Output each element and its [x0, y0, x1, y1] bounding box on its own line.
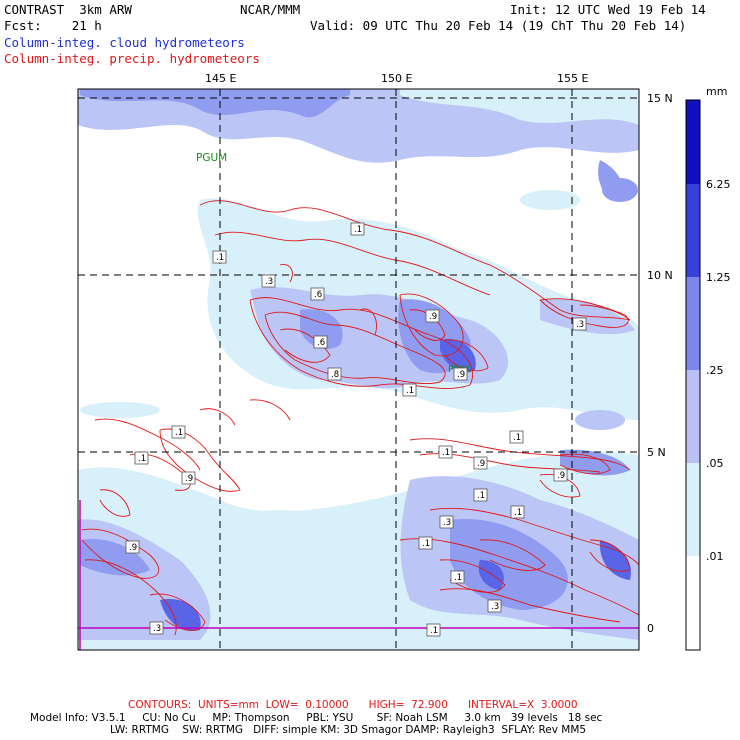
colorbar: mm 6.25 1.25 .25 .05 .01: [685, 85, 731, 651]
model-info-line1: Model Info: V3.5.1 CU: No Cu MP: Thompso…: [30, 712, 603, 724]
contour-label: .9: [429, 312, 437, 322]
contour-label-box: [212, 250, 227, 264]
contour-label: .3: [443, 518, 451, 528]
lat-label-10n: 10 N: [647, 269, 673, 282]
lon-label-150: 150 E: [381, 72, 412, 85]
contour-label-box: [350, 222, 365, 236]
contour-label: .3: [576, 320, 584, 330]
colorbar-bin-2: [686, 463, 700, 556]
contour-label-box: [473, 456, 488, 470]
contour-label-box: [171, 425, 186, 439]
contours-info: CONTOURS: UNITS=mm LOW= 0.10000 HIGH= 72…: [128, 699, 578, 711]
contour-label: .1: [513, 433, 521, 443]
init-time: Init: 12 UTC Wed 19 Feb 14: [510, 2, 706, 17]
contour-label-box: [418, 536, 433, 550]
precip-contours: [81, 200, 639, 636]
contour-label: .3: [491, 602, 499, 612]
contour-label: .1: [406, 386, 414, 396]
contour-label-box: [473, 488, 488, 502]
contour-label-box: [453, 367, 468, 381]
center-label: NCAR/MMM: [240, 2, 301, 17]
field-cloud-label: Column-integ. cloud hydrometeors: [4, 35, 245, 50]
contour-label: .6: [314, 290, 322, 300]
contour-label-box: [553, 468, 568, 482]
lat-label-15n: 15 N: [647, 92, 673, 105]
contour-label-box: [327, 367, 342, 381]
colorbar-label-0-05: .05: [706, 457, 724, 470]
colorbar-label-0-25: .25: [706, 364, 724, 377]
contour-label: .3: [265, 277, 273, 287]
colorbar-unit: mm: [706, 85, 727, 98]
forecast-hour: Fcst: 21 h: [4, 18, 102, 33]
colorbar-bin-5: [686, 184, 700, 277]
contour-label: .8: [331, 370, 339, 380]
contour-label: .1: [430, 626, 438, 636]
colorbar-label-6-25: 6.25: [706, 178, 731, 191]
contour-label: .6: [317, 338, 325, 348]
contour-label: .9: [557, 471, 565, 481]
contour-label: .9: [457, 370, 465, 380]
colorbar-bin-4: [686, 277, 700, 370]
contour-label: .1: [216, 253, 224, 263]
contour-label-box: [572, 317, 587, 331]
contour-label-box: [450, 570, 465, 584]
contour-labels: .1 .1 .3 .6 .9 .6 .1 .9 .8 .3 .1 .1 .9 .1 .1 .9 .1 .9 .1 .3…: [125, 222, 587, 637]
contour-label: .1: [422, 539, 430, 549]
contour-label-box: [426, 623, 441, 637]
cloud-field: [78, 89, 639, 650]
colorbar-bin-1: [686, 556, 700, 650]
map-border: [77, 88, 640, 651]
contour-label-box: [510, 505, 525, 519]
contour-label: .1: [477, 491, 485, 501]
contour-label-box: [425, 309, 440, 323]
model-info-line2: LW: RRTMG SW: RRTMG DIFF: simple KM: 3D …: [110, 724, 587, 736]
contour-label: .1: [138, 454, 146, 464]
field-precip-label: Column-integ. precip. hydrometeors: [4, 51, 260, 66]
colorbar-bin-6: [686, 100, 700, 184]
contour-label-box: [125, 540, 140, 554]
contour-label-box: [439, 515, 454, 529]
contour-label: .1: [175, 428, 183, 438]
contour-label: .9: [185, 474, 193, 484]
contour-label-box: [261, 274, 276, 288]
contour-label-box: [487, 599, 502, 613]
colorbar-label-1-25: 1.25: [706, 271, 731, 284]
contour-label: .9: [129, 543, 137, 553]
contour-label-box: [313, 335, 328, 349]
lat-label-0: 0: [647, 622, 654, 635]
lon-label-145: 145 E: [205, 72, 236, 85]
model-title: CONTRAST 3km ARW: [4, 2, 132, 17]
contour-label-box: [509, 430, 524, 444]
contour-label: .1: [514, 508, 522, 518]
contour-label: .1: [454, 573, 462, 583]
contour-label-box: [438, 445, 453, 459]
valid-time: Valid: 09 UTC Thu 20 Feb 14 (19 ChT Thu …: [310, 18, 687, 33]
contour-label-box: [149, 621, 164, 635]
colorbar-bin-3: [686, 370, 700, 463]
contour-label-box: [310, 287, 325, 301]
contour-label-box: [134, 451, 149, 465]
contour-label: .1: [354, 225, 362, 235]
lon-label-155: 155 E: [557, 72, 588, 85]
contour-label-box: [402, 383, 417, 397]
contour-label: .3: [153, 624, 161, 634]
station-label-pgum: PGUM: [196, 152, 227, 164]
colorbar-label-0-01: .01: [706, 550, 724, 563]
contour-label-box: [181, 471, 196, 485]
contour-label: .9: [477, 459, 485, 469]
contour-label: .1: [442, 448, 450, 458]
lat-label-5n: 5 N: [647, 446, 666, 459]
